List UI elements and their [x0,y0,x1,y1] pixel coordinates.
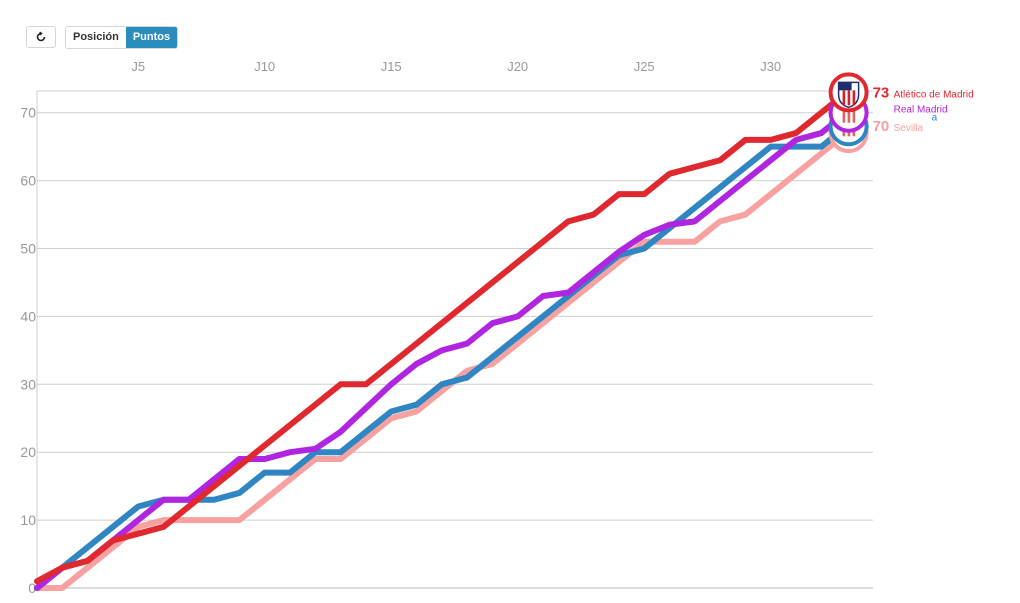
y-tick-label: 30 [20,376,36,392]
y-tick-label: 10 [20,512,36,528]
x-tick-label: J25 [634,59,655,74]
view-toggle: Posición Puntos [65,26,179,49]
x-tick-label: J5 [131,59,145,74]
crest-top [838,82,852,91]
toggle-posicion[interactable]: Posición [66,27,126,48]
end-label-name: Atlético de Madrid [894,89,974,100]
end-badges [828,72,869,154]
x-axis-ticks: J5 J10 J15 J20 J25 J30 [131,59,781,74]
x-tick-label: J15 [381,59,402,74]
y-axis-ticks: 0 10 20 30 40 50 60 70 [20,105,36,596]
end-label-value: 70 [873,118,890,135]
end-label-name: Real Madrid [894,105,948,116]
end-label-real_madrid: Real Madrid [894,105,948,116]
end-label-barcelona-fragment: a [932,112,938,123]
end-label-value: 73 [873,84,890,101]
crest-stripe [842,90,846,106]
y-tick-label: 60 [20,173,36,189]
series-line-atletico[interactable] [34,89,850,585]
x-tick-label: J30 [760,59,781,74]
crest-stripe [847,108,851,123]
team-badge-atletico[interactable] [828,72,869,113]
end-labels: 73 Atlético de Madrid Real Madrid 70 Sevilla… [873,84,974,135]
crest-stripe [852,90,856,106]
toggle-puntos[interactable]: Puntos [125,27,178,48]
x-tick-label: J20 [507,59,528,74]
end-label-name: Sevilla [894,123,924,134]
crest-stripe [852,108,856,123]
series-line-real_madrid[interactable] [34,109,850,591]
series-lines [34,89,850,591]
crest-stripe [842,108,846,123]
crest-stripe [847,90,851,106]
end-label-sevilla: 70 Sevilla [873,118,924,135]
y-tick-label: 50 [20,241,36,257]
y-tick-label: 70 [20,105,36,121]
refresh-icon [36,31,46,42]
x-tick-label: J10 [254,59,275,74]
y-tick-label: 40 [20,308,36,324]
y-tick-label: 20 [20,444,36,460]
reset-button[interactable] [26,26,56,48]
end-label-atletico: 73 Atlético de Madrid [873,84,974,101]
y-tick-label: 0 [28,580,36,596]
